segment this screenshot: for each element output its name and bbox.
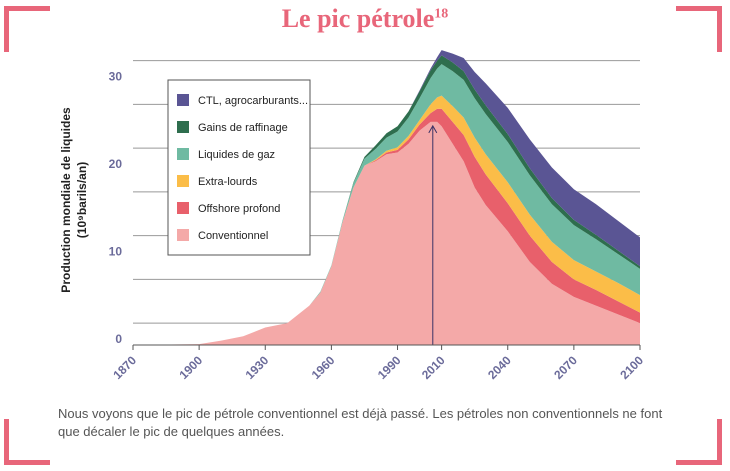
x-tick-label: 1990 [375, 353, 404, 382]
frame-corner-bottom-left-h [4, 460, 50, 465]
legend-swatch [177, 202, 189, 214]
x-tick-label: 1930 [243, 353, 272, 382]
title-footnote: 18 [434, 6, 449, 22]
y-tick-label: 0 [115, 332, 122, 346]
frame-corner-top-right-h [676, 6, 722, 11]
x-tick-label: 1900 [176, 353, 205, 382]
area-series-6 [133, 50, 640, 345]
area-series-4 [133, 64, 640, 345]
legend-swatch [177, 148, 189, 160]
legend-box [167, 79, 311, 256]
legend-label: Liquides de gaz [198, 149, 275, 161]
x-tick-label: 1960 [309, 353, 338, 382]
area-series-1 [133, 121, 640, 345]
chart: 1870 1900 1930 1960 1990 2010 2040 2070 2100 0 10 2… [109, 50, 646, 382]
frame-corner-top-left-v [4, 6, 9, 52]
peak-marker-arrowhead [428, 124, 438, 134]
frame-corner-bottom-left-v [4, 419, 9, 465]
x-tick-label: 2010 [419, 353, 448, 382]
legend-label: Extra-lourds [198, 176, 258, 188]
page-title: Le pic pétrole18 [0, 4, 730, 34]
x-tick-label: 2040 [485, 353, 514, 382]
legend-swatch [177, 121, 189, 133]
frame-corner-bottom-right-v [717, 419, 722, 465]
legend-label: Gains de raffinage [198, 122, 288, 134]
legend-swatch [177, 175, 189, 187]
title-text: Le pic pétrole [281, 4, 435, 33]
caption: Nous voyons que le pic de pétrole conven… [58, 406, 663, 439]
legend-label: Conventionnel [198, 230, 268, 242]
y-tick-label: 20 [109, 157, 123, 171]
x-tick-label: 2070 [551, 353, 580, 382]
x-tick-label: 1870 [110, 353, 139, 382]
frame-corner-top-right-v [717, 6, 722, 52]
x-tick-label: 2100 [617, 353, 646, 382]
frame-corner-top-left-h [4, 6, 50, 11]
y-tick-label: 30 [109, 70, 123, 84]
frame-corner-bottom-right-h [676, 460, 722, 465]
legend-swatch [177, 229, 189, 241]
legend-label: CTL, agrocarburants... [198, 95, 308, 107]
legend-swatch [177, 94, 189, 106]
y-tick-label: 10 [109, 245, 123, 259]
legend-label: Offshore profond [198, 203, 280, 215]
